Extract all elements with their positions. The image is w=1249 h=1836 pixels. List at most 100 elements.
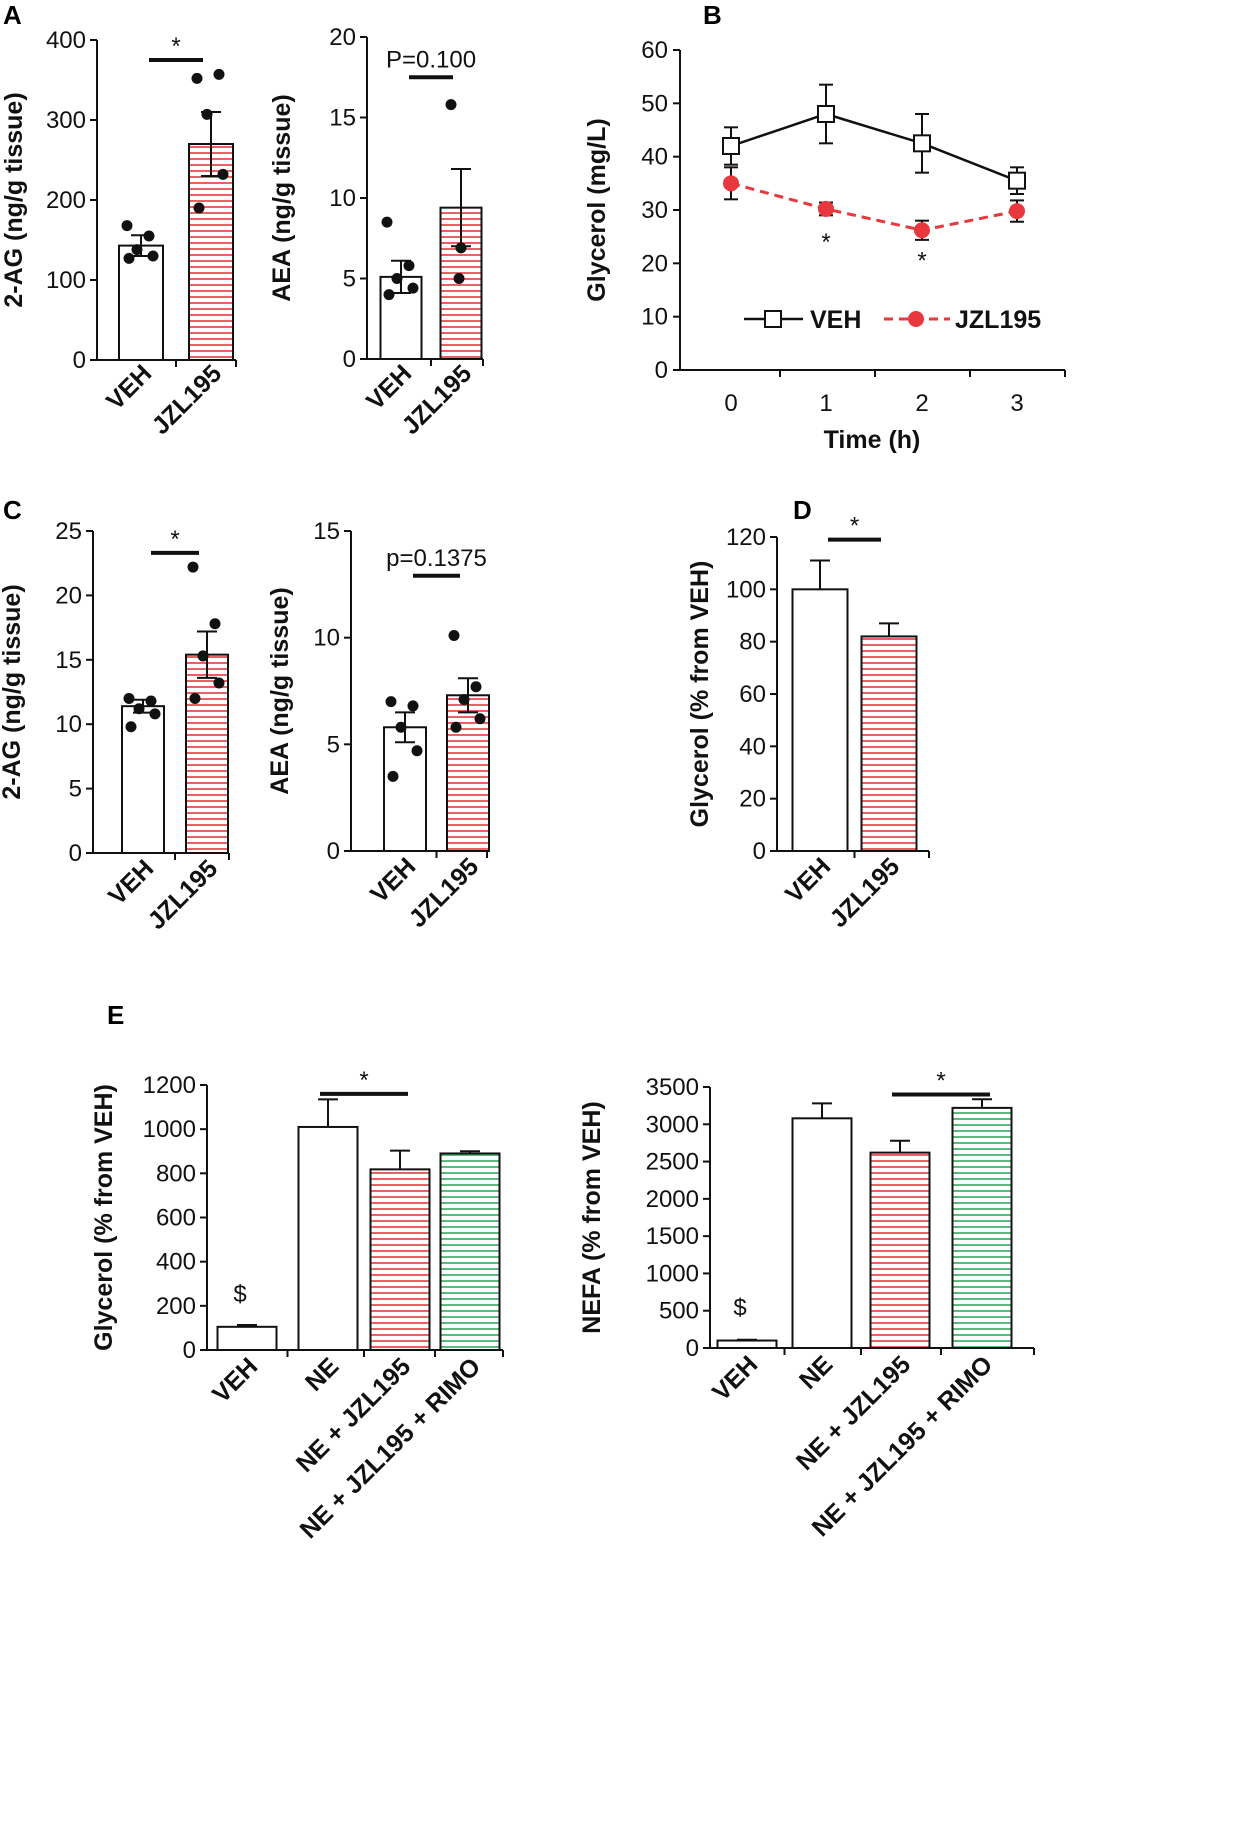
e1-y-tick-label: 1200 [143,1072,196,1099]
e1-y-tick-label: 600 [156,1205,196,1232]
b-point-veh [817,105,835,123]
a1-data-point [123,252,135,264]
c2-data-point [395,721,407,733]
d-y-axis-label: Glycerol (% from VEH) [686,561,714,828]
c1-data-point [149,708,161,720]
e2-y-tick-label: 1000 [646,1260,699,1287]
b-point-veh [1008,171,1026,190]
d-bar-1 [860,635,918,853]
c2-data-point [470,681,482,693]
figure-label-d: D [793,495,812,525]
b-annotation: * [917,248,926,275]
a2-data-point [455,242,467,254]
b-y-tick-label: 40 [641,144,668,171]
e2-y-tick-label: 500 [659,1298,699,1325]
c1-data-point [197,650,209,662]
a2-data-point [407,282,419,294]
e1-y-tick-label: 400 [156,1249,196,1276]
c2-data-point [458,694,470,706]
a1-category-label: VEH [101,359,157,415]
e1-y-tick-label: 1000 [143,1116,196,1143]
a1-data-point [191,72,203,84]
c1-significance-label: * [170,526,179,553]
a1-data-point [143,230,155,242]
a1-category-label: JZL195 [147,359,228,440]
e2-y-tick-label: 1500 [646,1223,699,1250]
a2-y-tick-label: 0 [343,346,356,373]
c2-data-point [407,700,419,712]
e1-bar-3 [439,1152,501,1352]
e2-bar-3 [951,1106,1013,1349]
e2-bar-label-0: $ [733,1295,746,1322]
e1-y-tick-label: 200 [156,1293,196,1320]
c1-data-point [123,692,135,704]
e1-category-label: VEH [207,1352,263,1408]
b-y-tick-label: 0 [655,357,668,384]
e2-y-tick-label: 3000 [646,1111,699,1138]
c1-data-point [209,618,221,630]
c1-y-tick-label: 0 [69,840,82,867]
c2-y-tick-label: 0 [327,838,340,865]
c2-significance-label: p=0.1375 [386,545,487,572]
a1-y-tick-label: 100 [46,267,86,294]
d-y-tick-label: 40 [739,733,766,760]
a1-bar-0 [118,244,164,362]
c2-bar-0 [383,726,427,852]
c1-y-tick-label: 20 [55,582,82,609]
a1-bar-1 [188,143,234,361]
figure-label-a: A [3,0,22,30]
d-y-tick-label: 80 [739,629,766,656]
e2-bar-1 [791,1117,853,1349]
b-x-tick-label: 2 [915,390,928,417]
b-y-axis-label: Glycerol (mg/L) [583,118,611,301]
c2-category-label: JZL195 [404,852,485,933]
d-category-label: VEH [780,852,836,908]
e1-significance-label: * [359,1067,368,1094]
c1-data-point [125,721,137,733]
c2-y-axis-label: AEA (ng/g tissue) [266,587,294,794]
e2-category-label: VEH [707,1350,763,1406]
figure-label-e: E [107,1000,125,1030]
a1-y-tick-label: 0 [73,347,86,374]
c2-data-point [385,696,397,708]
a2-data-point [453,273,465,284]
e1-y-tick-label: 0 [183,1337,196,1364]
b-legend-marker-jzl195 [908,311,924,327]
c2-category-label: VEH [365,852,421,908]
d-y-tick-label: 60 [739,681,766,708]
d-y-tick-label: 20 [739,786,766,813]
e1-bar-label-0: $ [233,1281,246,1308]
d-y-tick-label: 0 [753,838,766,865]
b-legend-label-jzl195: JZL195 [955,306,1041,334]
e1-bar-2 [369,1168,431,1351]
b-y-tick-label: 20 [641,250,668,277]
figure-label-b: B [703,0,722,30]
b-x-tick-label: 0 [724,390,737,417]
c1-category-label: JZL195 [143,854,224,935]
b-legend-marker-veh [764,310,782,328]
b-point-veh [722,137,740,155]
b-legend-label-veh: VEH [810,306,861,334]
c2-data-point [411,745,423,757]
b-point-veh [913,134,931,153]
c1-category-label: VEH [103,854,159,910]
a1-data-point [193,202,205,214]
b-y-tick-label: 10 [641,304,668,331]
a1-data-point [131,244,143,256]
c2-y-tick-label: 15 [313,518,340,545]
b-point-jzl195 [1009,203,1025,220]
a2-data-point [403,260,415,272]
d-y-tick-label: 100 [726,576,766,603]
a2-y-tick-label: 5 [343,266,356,293]
d-significance-label: * [850,513,859,540]
a2-y-tick-label: 20 [329,24,356,51]
d-y-tick-label: 120 [726,524,766,551]
a2-data-point [391,273,403,284]
c2-data-point [450,721,462,733]
e2-y-tick-label: 2500 [646,1149,699,1176]
b-annotation: * [821,229,830,256]
d-bar-0 [791,588,849,852]
c1-data-point [133,703,145,715]
e2-bar-0 [716,1339,778,1349]
